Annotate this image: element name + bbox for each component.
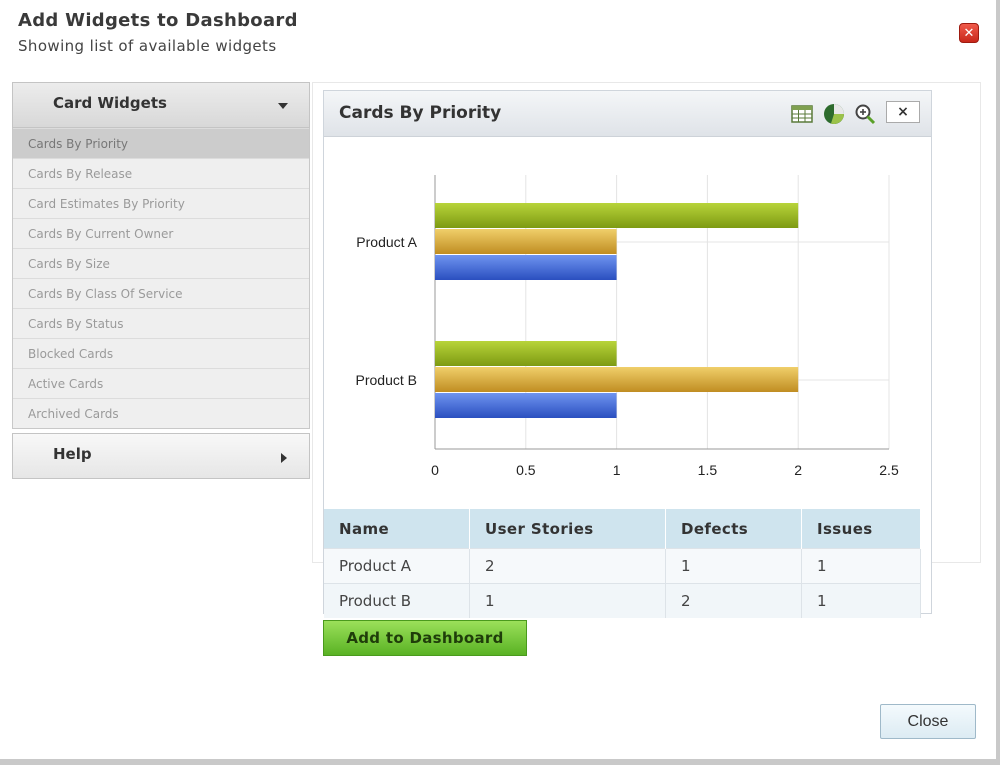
widget-title: Cards By Priority	[339, 103, 502, 123]
table-cell: Product B	[324, 583, 470, 618]
x-tick-label: 2.5	[879, 462, 899, 478]
category-label: Product A	[356, 234, 417, 250]
table-cell: 1	[801, 548, 921, 584]
pie-chart-icon[interactable]	[823, 103, 845, 125]
x-tick-label: 1	[613, 462, 621, 478]
column-header: Name	[324, 509, 470, 549]
widget-list-item[interactable]: Archived Cards	[13, 398, 309, 428]
bar	[435, 341, 617, 366]
zoom-icon[interactable]	[854, 103, 876, 125]
card-widgets-label: Card Widgets	[53, 94, 167, 112]
x-tick-label: 1.5	[698, 462, 718, 478]
table-row: Product B 1 2 1	[324, 583, 921, 618]
bar	[435, 255, 617, 280]
x-tick-label: 0.5	[516, 462, 536, 478]
dialog-subtitle: Showing list of available widgets	[18, 37, 277, 55]
widget-list-item[interactable]: Cards By Release	[13, 158, 309, 188]
table-cell: 1	[801, 583, 921, 618]
table-cell: 1	[665, 548, 802, 584]
category-label: Product B	[356, 372, 417, 388]
help-label: Help	[53, 445, 92, 463]
close-button[interactable]: Close	[880, 704, 976, 739]
widget-header: Cards By Priority ×	[324, 91, 931, 137]
close-x-icon[interactable]: ✕	[959, 23, 979, 43]
close-icon[interactable]: ×	[886, 101, 920, 123]
x-tick-label: 0	[431, 462, 439, 478]
widget-category-panel: Card Widgets Cards By Priority Cards By R…	[12, 82, 310, 479]
widget-list-item[interactable]: Cards By Class Of Service	[13, 278, 309, 308]
table-cell: Product A	[324, 548, 470, 584]
widget-list-item[interactable]: Blocked Cards	[13, 338, 309, 368]
widget-list-item[interactable]: Card Estimates By Priority	[13, 188, 309, 218]
widget-list-item[interactable]: Active Cards	[13, 368, 309, 398]
help-header[interactable]: Help	[12, 433, 310, 479]
bar	[435, 229, 617, 254]
bar	[435, 367, 799, 392]
card-widgets-header[interactable]: Card Widgets	[12, 82, 310, 128]
chevron-right-icon	[281, 453, 287, 463]
table-icon[interactable]	[791, 103, 813, 125]
column-header: Defects	[665, 509, 802, 549]
table-row: Product A 2 1 1	[324, 548, 921, 584]
chevron-down-icon	[278, 103, 288, 109]
add-to-dashboard-button[interactable]: Add to Dashboard	[323, 620, 527, 656]
table-cell: 2	[469, 548, 666, 584]
widget-list: Cards By Priority Cards By Release Card Es…	[12, 128, 310, 429]
x-tick-label: 2	[794, 462, 802, 478]
cards-by-priority-chart: 0 0.5 1 1.5 2 2.5 Product A Product B	[356, 175, 899, 478]
bar	[435, 393, 617, 418]
widget-list-item[interactable]: Cards By Current Owner	[13, 218, 309, 248]
table-cell: 1	[469, 583, 666, 618]
bar	[435, 203, 799, 228]
column-header: Issues	[801, 509, 921, 549]
data-table: Name User Stories Defects Issues Product…	[324, 509, 921, 618]
widget-list-item[interactable]: Cards By Size	[13, 248, 309, 278]
column-header: User Stories	[469, 509, 666, 549]
widget-list-item[interactable]: Cards By Status	[13, 308, 309, 338]
table-cell: 2	[665, 583, 802, 618]
widget-preview: Cards By Priority ×	[323, 90, 932, 618]
dialog-title: Add Widgets to Dashboard	[18, 10, 298, 31]
widget-list-item[interactable]: Cards By Priority	[13, 128, 309, 158]
